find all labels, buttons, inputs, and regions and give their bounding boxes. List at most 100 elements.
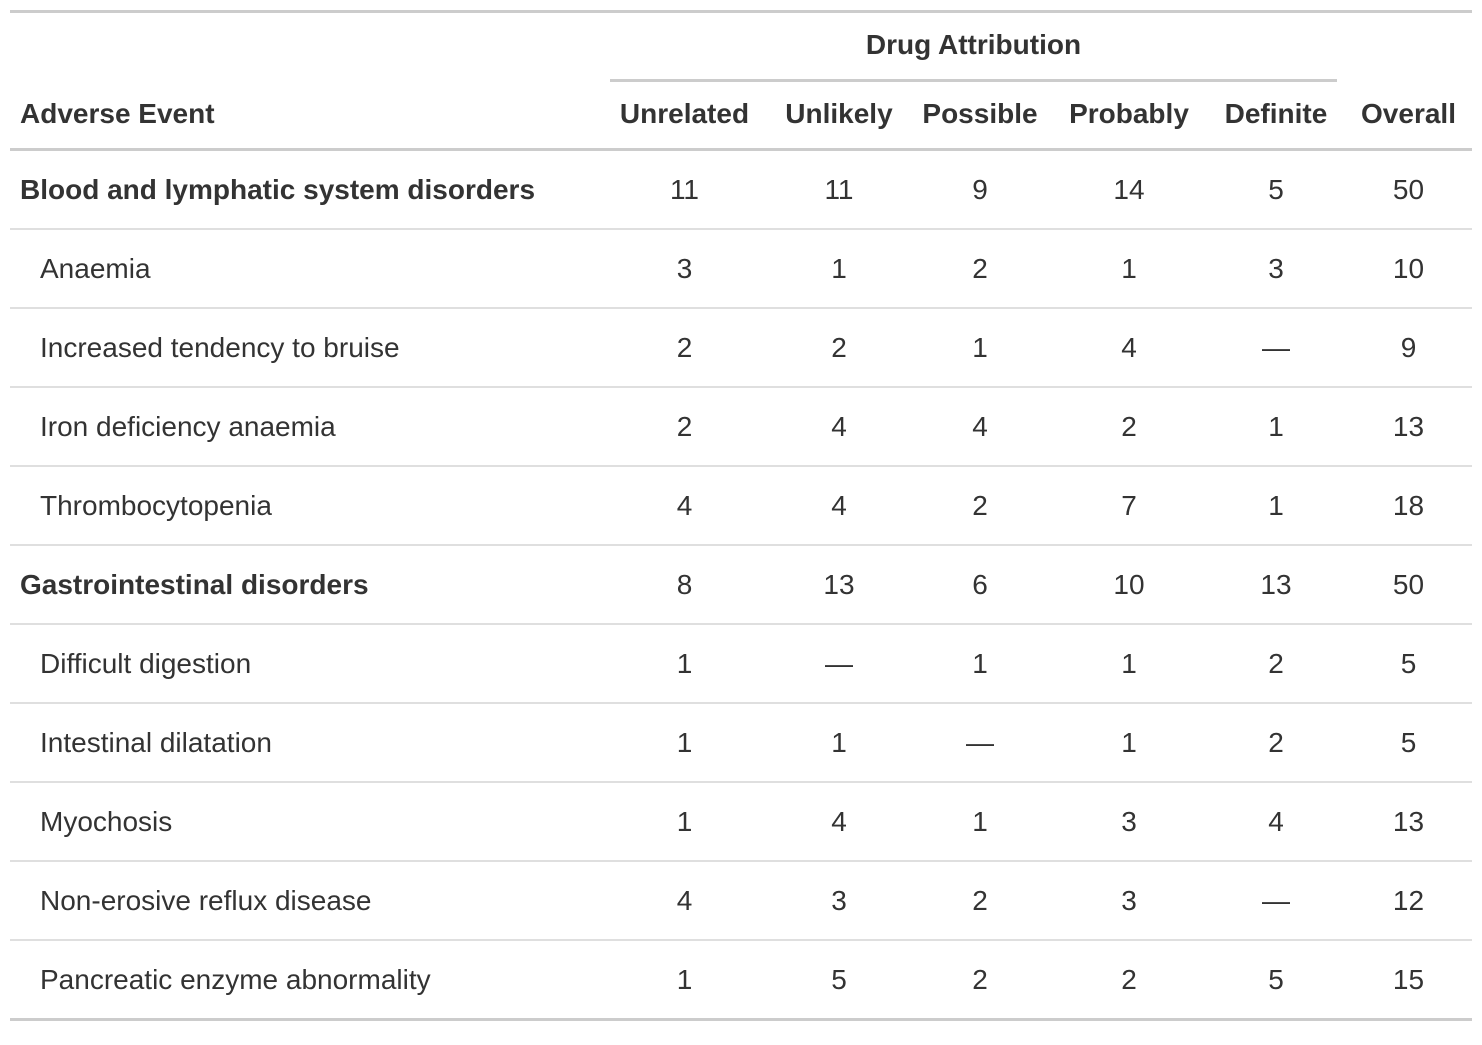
cell-definite: 13 [1260,568,1292,600]
cell-probably: 2 [1121,410,1137,442]
cell-probably: 1 [1121,726,1137,758]
column-header-definite: Definite [1224,98,1328,129]
spanner-row: Drug Attribution [10,12,1472,82]
cell-probably: 14 [1113,173,1145,205]
cell-overall: 9 [1400,331,1417,363]
row-label: Blood and lymphatic system disorders [20,173,536,205]
cell-overall: 12 [1392,884,1425,916]
table-row: Difficult digestion 1 — 1 1 2 5 [10,624,1472,703]
cell-unrelated: 8 [676,568,693,600]
cell-unlikely: 4 [831,489,847,521]
cell-unlikely: 1 [831,252,847,284]
column-header-possible: Possible [922,98,1038,129]
table-row: Intestinal dilatation 1 1 — 1 2 5 [10,703,1472,782]
cell-definite: 5 [1268,173,1284,205]
cell-unlikely: 4 [831,805,847,837]
cell-possible: 2 [972,963,988,995]
column-header-overall: Overall [1361,98,1456,129]
cell-unrelated: 4 [676,489,693,521]
cell-possible: 1 [972,805,988,837]
cell-unrelated: 2 [676,410,693,442]
table-row: Myochosis 1 4 1 3 4 13 [10,782,1472,861]
row-label: Non-erosive reflux disease [40,884,372,916]
cell-probably: 1 [1121,252,1137,284]
cell-unrelated: 3 [676,252,693,284]
cell-unrelated: 2 [676,331,693,363]
cell-overall: 50 [1392,173,1425,205]
cell-possible: 4 [972,410,988,442]
row-label: Difficult digestion [40,647,252,679]
spanner-empty-overall [1345,12,1472,81]
cell-definite: 2 [1268,726,1284,758]
column-header-adverse-event: Adverse Event [20,98,215,129]
cell-unrelated: 1 [676,805,693,837]
cell-unlikely: 4 [831,410,847,442]
cell-possible: 2 [972,884,988,916]
table-row: Non-erosive reflux disease 4 3 2 3 — 12 [10,861,1472,940]
cell-unlikely: 2 [831,331,847,363]
row-label: Iron deficiency anaemia [40,410,336,442]
cell-unrelated: 1 [676,963,693,995]
cell-unrelated: 1 [676,726,693,758]
table-row: Thrombocytopenia 4 4 2 7 1 18 [10,466,1472,545]
cell-definite: 1 [1268,410,1284,442]
cell-overall: 13 [1392,805,1425,837]
row-label: Pancreatic enzyme abnormality [40,963,431,995]
cell-definite: 3 [1268,252,1284,284]
cell-overall: 5 [1400,647,1417,679]
table-row-group: Gastrointestinal disorders 8 13 6 10 13 … [10,545,1472,624]
cell-definite: 4 [1268,805,1284,837]
cell-possible: 1 [972,331,988,363]
cell-probably: 3 [1121,884,1137,916]
cell-probably: 7 [1121,489,1137,521]
column-header-probably: Probably [1069,98,1189,129]
cell-definite: 1 [1268,489,1284,521]
cell-probably: 1 [1121,647,1137,679]
cell-probably: 3 [1121,805,1137,837]
cell-unlikely: 1 [831,726,847,758]
cell-overall: 15 [1392,963,1425,995]
cell-definite: 5 [1268,963,1284,995]
row-label: Gastrointestinal disorders [20,568,369,600]
adverse-events-table: Drug Attribution Adverse Event Unrelated… [10,10,1472,1021]
cell-unlikely: 11 [824,173,854,205]
cell-unrelated: 1 [676,647,693,679]
table-row-group: Blood and lymphatic system disorders 11 … [10,150,1472,230]
cell-possible: 9 [972,173,988,205]
cell-possible: — [965,726,994,758]
cell-possible: 1 [972,647,988,679]
column-header-row: Adverse Event Unrelated Unlikely Possibl… [10,80,1472,150]
cell-definite: — [1261,884,1290,916]
cell-unrelated: 11 [669,173,700,205]
cell-unlikely: 13 [823,568,855,600]
row-label: Thrombocytopenia [40,489,272,521]
cell-probably: 2 [1121,963,1137,995]
cell-probably: 4 [1121,331,1137,363]
cell-overall: 10 [1392,252,1425,284]
cell-overall: 18 [1392,489,1425,521]
column-header-unrelated: Unrelated [619,98,750,129]
table-row: Iron deficiency anaemia 2 4 4 2 1 13 [10,387,1472,466]
row-label: Intestinal dilatation [40,726,272,758]
spanner-drug-attribution: Drug Attribution [600,12,1345,82]
cell-unrelated: 4 [676,884,693,916]
spanner-empty-stub [10,12,600,81]
cell-unlikely: 3 [831,884,847,916]
column-header-unlikely: Unlikely [785,98,893,129]
table-row: Pancreatic enzyme abnormality 1 5 2 2 5 … [10,940,1472,1020]
table-row: Increased tendency to bruise 2 2 1 4 — 9 [10,308,1472,387]
cell-possible: 2 [972,252,988,284]
cell-overall: 50 [1392,568,1425,600]
cell-possible: 6 [972,568,988,600]
cell-definite: — [1261,331,1290,363]
row-label: Increased tendency to bruise [40,331,400,363]
cell-definite: 2 [1268,647,1284,679]
cell-unlikely: 5 [831,963,847,995]
row-label: Myochosis [40,805,173,837]
cell-probably: 10 [1113,568,1145,600]
table-row: Anaemia 3 1 2 1 3 10 [10,229,1472,308]
row-label: Anaemia [40,252,151,284]
cell-possible: 2 [972,489,988,521]
cell-overall: 13 [1392,410,1425,442]
cell-overall: 5 [1400,726,1417,758]
